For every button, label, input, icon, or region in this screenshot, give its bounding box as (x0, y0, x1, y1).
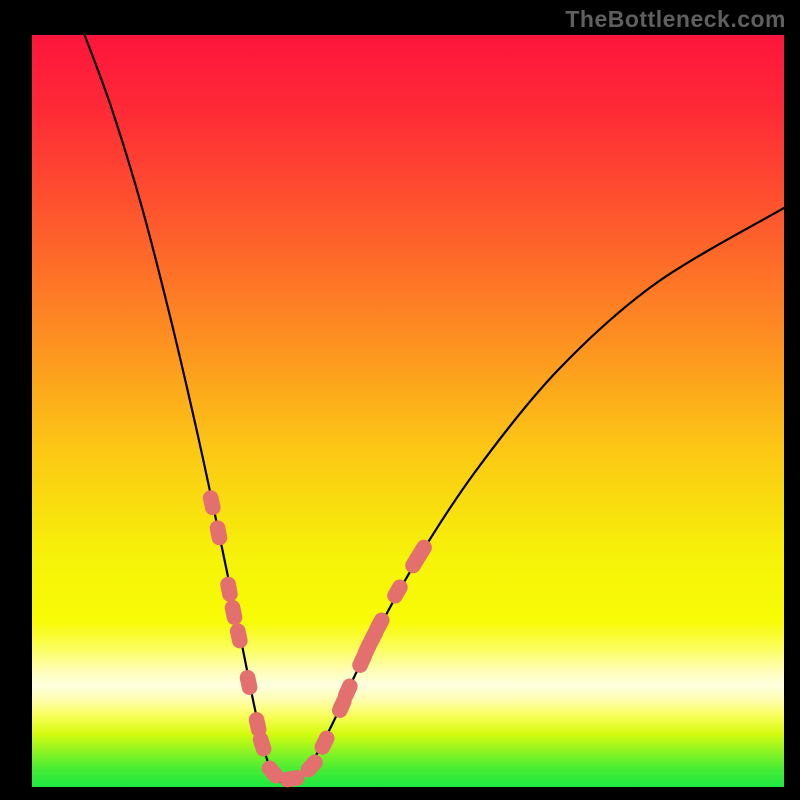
watermark-text: TheBottleneck.com (565, 6, 786, 33)
bottleneck-chart (0, 0, 800, 800)
outer-frame: TheBottleneck.com (0, 0, 800, 800)
gradient-background (32, 35, 784, 787)
